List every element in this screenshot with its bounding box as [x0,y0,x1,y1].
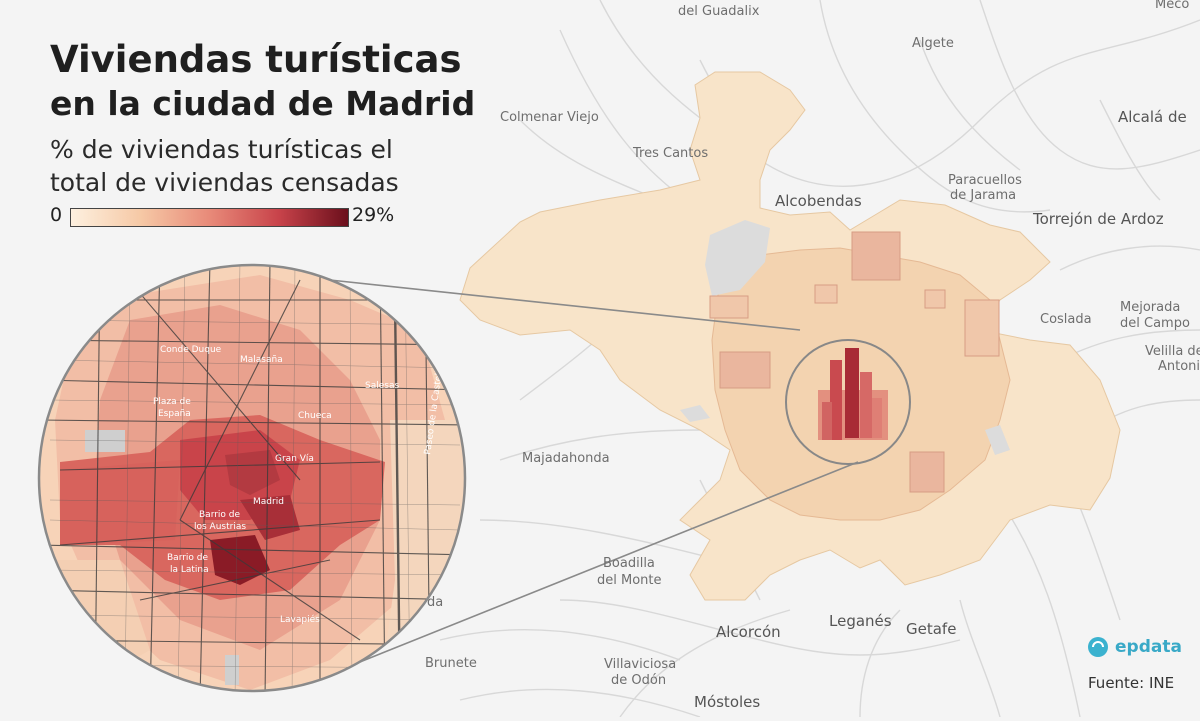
place-label-boadilla-2: del Monte [597,573,662,588]
inset-label-conde-duque: Conde Duque [160,345,222,355]
legend-color-scale [70,208,349,227]
map-subtitle: % de viviendas turísticas el total de vi… [50,133,399,199]
map-title-line-1: Viviendas turísticas [50,38,462,81]
inset-label-latina-2: la Latina [170,565,209,575]
place-label-boadilla-1: Boadilla [603,556,655,571]
place-label-alcorcon: Alcorcón [716,623,781,641]
place-label-mostoles: Móstoles [694,693,761,711]
place-label-alcala: Alcalá de [1118,108,1187,126]
place-label-meco: Meco [1155,0,1190,12]
place-label-guadalix: del Guadalix [678,4,760,19]
legend-min-label: 0 [50,204,63,226]
source-note: Fuente: INE [1088,674,1175,692]
place-label-villaviciosa-2: de Odón [611,673,667,688]
inset-label-salesas: Salesas [365,381,399,391]
place-label-leganes: Leganés [829,612,892,630]
place-label-brunete: Brunete [425,656,477,671]
epdata-logo: epdata [1087,636,1182,658]
madrid-municipality [459,71,1121,601]
subtitle-line-1: % de viviendas turísticas el [50,135,393,164]
inset-label-madrid: Madrid [253,497,284,507]
inset-label-malasana: Malasaña [240,355,283,365]
place-label-tres-cantos: Tres Cantos [633,146,709,161]
place-label-alcobendas: Alcobendas [775,192,862,210]
place-label-coslada: Coslada [1040,312,1092,327]
place-label-villaviciosa-1: Villaviciosa [604,657,677,672]
place-label-torrejon: Torrejón de Ardoz [1033,210,1164,228]
inset-label-latina-1: Barrio de [167,553,209,563]
inset-label-plaza-espana-1: Plaza de [153,397,191,407]
inset-label-gran-via: Gran Vía [275,454,314,464]
epdata-logo-text: epdata [1115,637,1182,657]
place-label-velilla-1: Velilla de S [1145,344,1200,359]
place-label-velilla-2: Antonio [1158,359,1200,374]
place-label-majadahonda: Majadahonda [522,451,610,466]
place-label-mejorada-1: Mejorada [1120,300,1181,315]
inset-connectors [329,279,859,673]
epdata-logo-icon [1088,637,1108,657]
place-label-getafe: Getafe [906,620,957,638]
map-title-line-2: en la ciudad de Madrid [50,84,476,123]
place-label-paracuellos-2: de Jarama [950,188,1017,203]
place-label-paracuellos-1: Paracuellos [948,173,1022,188]
place-label-algete: Algete [912,36,954,51]
place-label-mejorada-2: del Campo [1120,316,1190,331]
inset-label-austrias-2: los Austrias [194,522,246,532]
inset-label-austrias-1: Barrio de [199,510,241,520]
inset-label-lavapies: Lavapiés [280,614,320,625]
inset-zoom-circle: Conde Duque Malasaña Salesas Plaza de Es… [37,263,467,693]
place-label-partial-da: da [427,595,444,610]
legend-max-label: 29% [352,204,395,226]
subtitle-line-2: total de viviendas censadas [50,168,399,197]
inset-label-plaza-espana-2: España [158,409,191,419]
place-label-colmenar: Colmenar Viejo [500,110,599,125]
inset-label-chueca: Chueca [298,411,332,421]
